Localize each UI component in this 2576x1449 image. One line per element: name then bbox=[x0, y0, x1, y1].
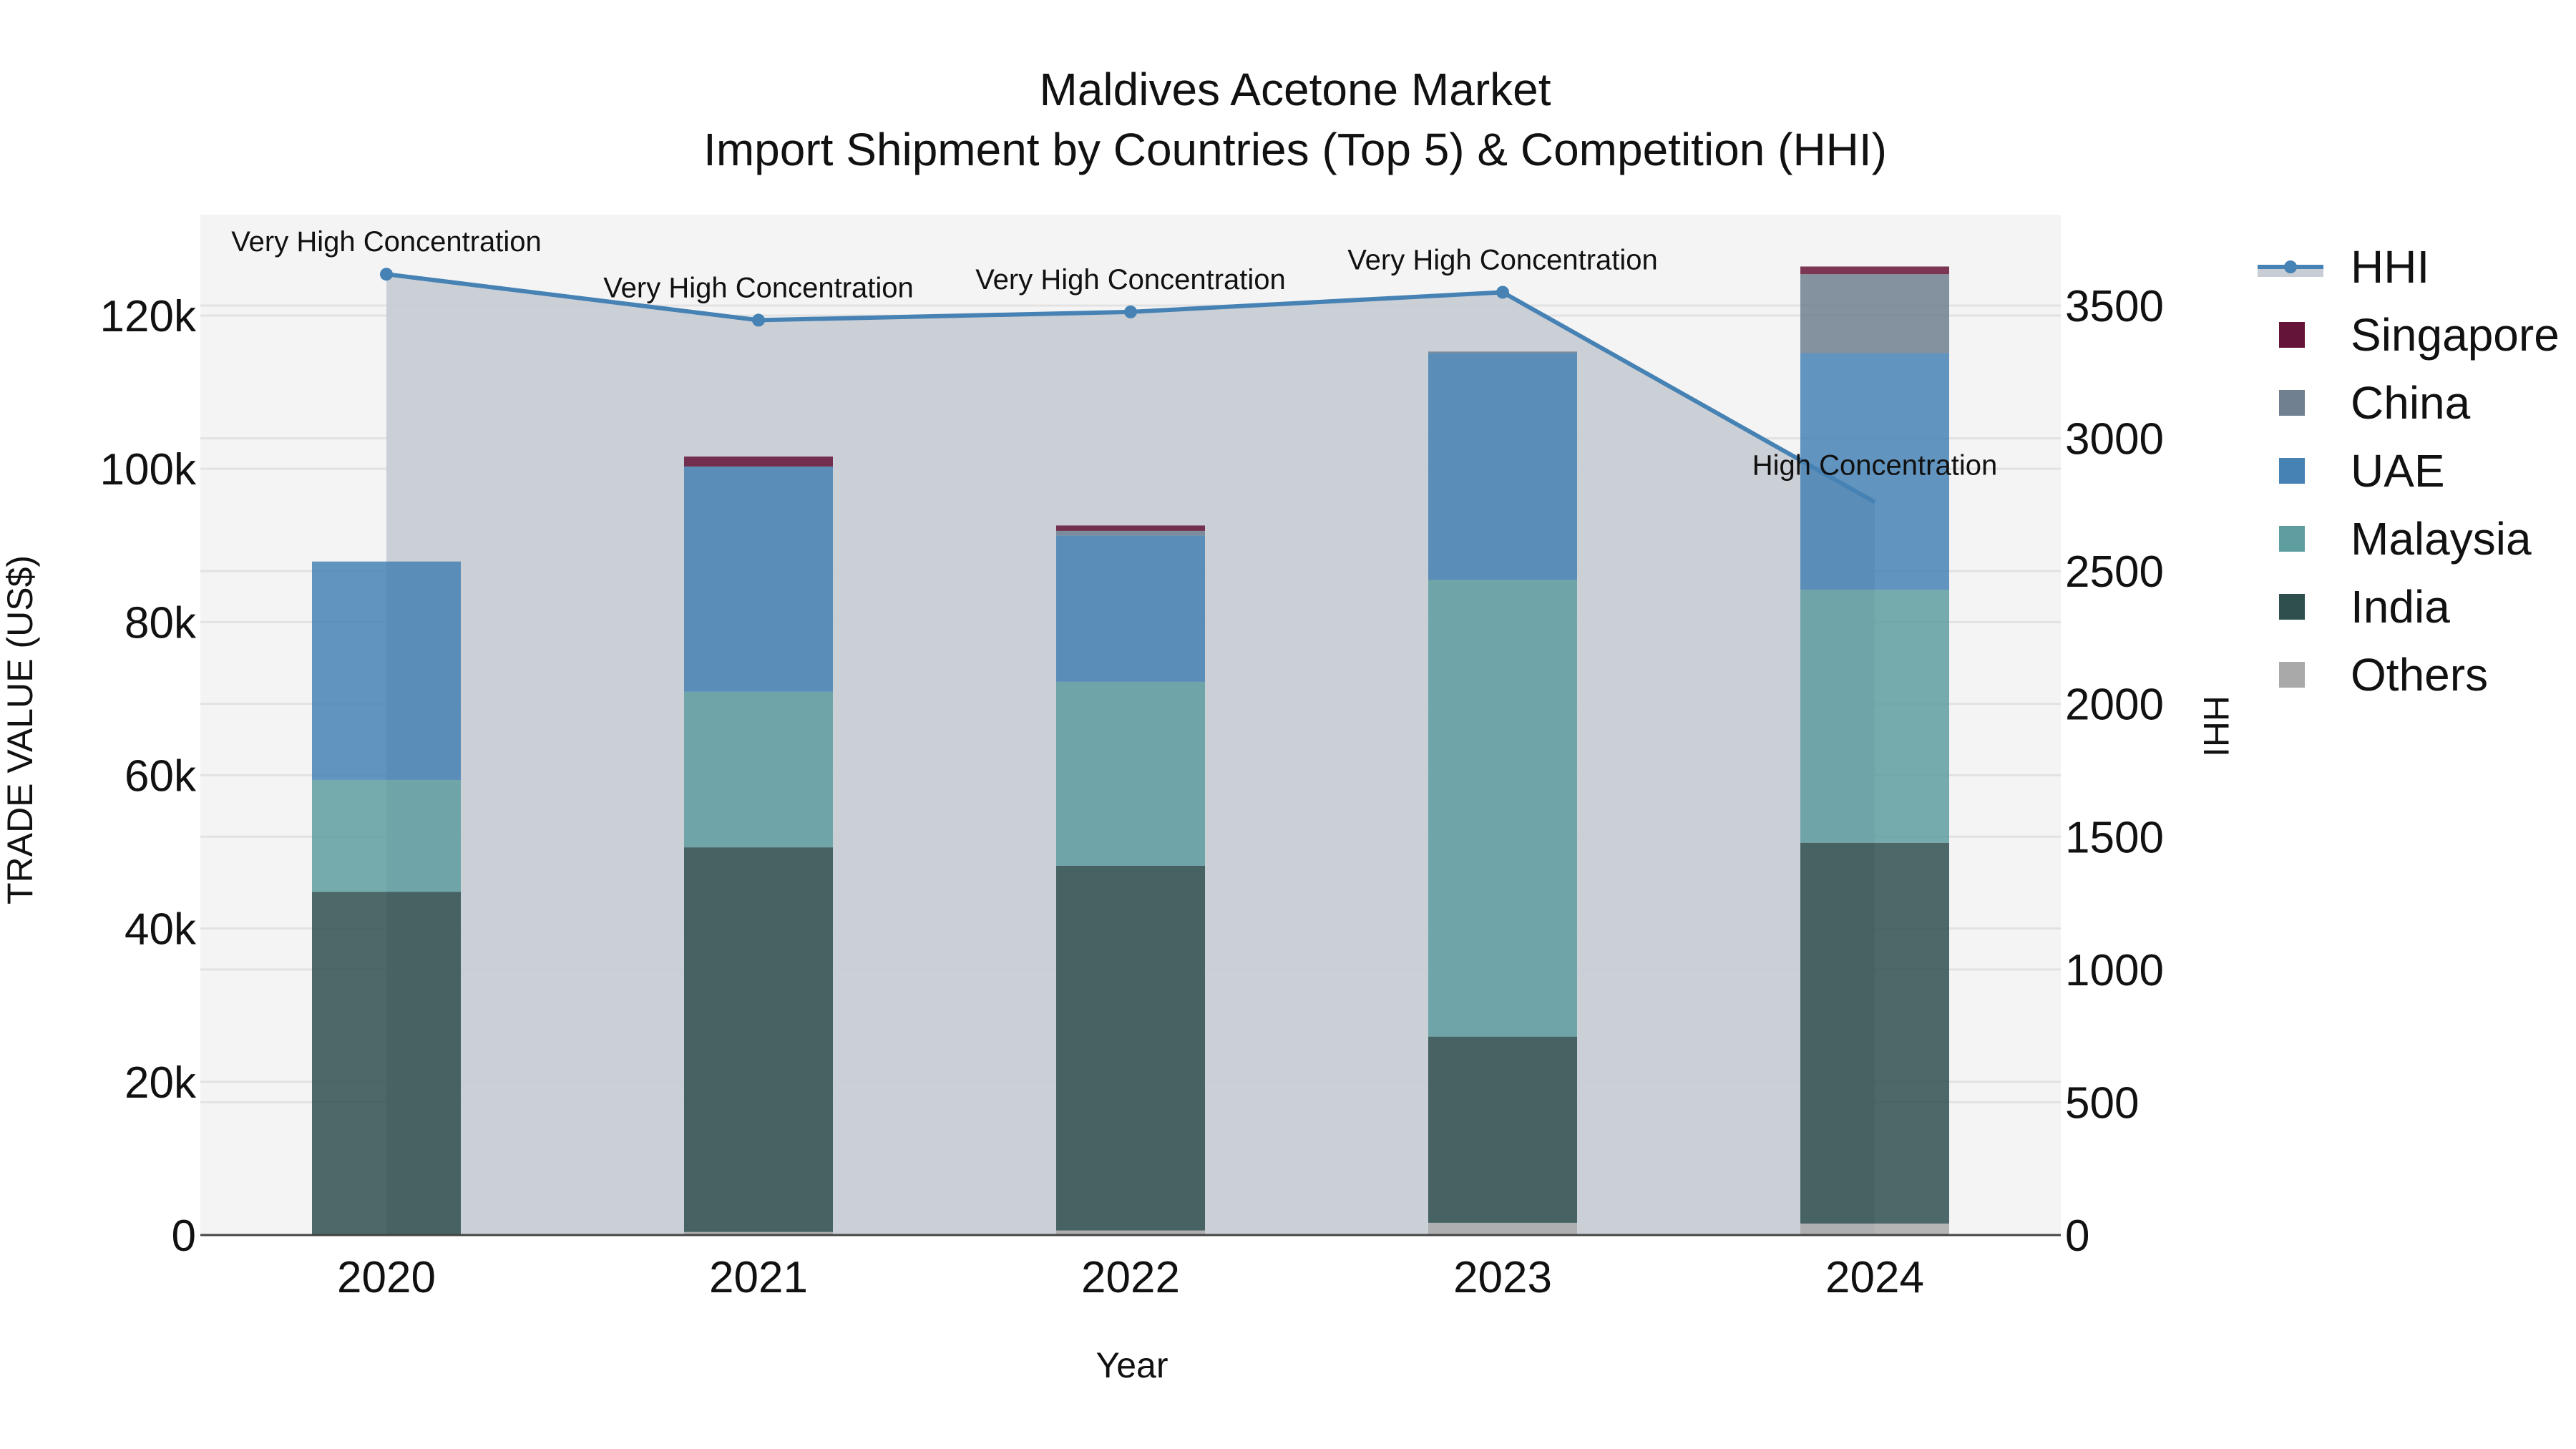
legend-item-hhi[interactable]: HHI bbox=[2258, 233, 2560, 301]
bar-stack-2021[interactable] bbox=[684, 457, 833, 1235]
color-swatch-icon bbox=[2279, 457, 2305, 484]
bar-segment-singapore[interactable] bbox=[1056, 525, 1205, 531]
x-tick-label: 2020 bbox=[337, 1253, 436, 1302]
legend-label: Malaysia bbox=[2351, 512, 2532, 565]
y2-axis-title: HHI bbox=[2196, 696, 2236, 757]
bar-stack-2022[interactable] bbox=[1056, 525, 1205, 1235]
hhi-annotation: Very High Concentration bbox=[1347, 244, 1658, 275]
legend-label: UAE bbox=[2351, 444, 2445, 497]
color-swatch-icon bbox=[2279, 525, 2305, 552]
bar-segment-china[interactable] bbox=[1800, 274, 1949, 353]
y-tick-label: 0 bbox=[172, 1211, 196, 1261]
hhi-annotation: High Concentration bbox=[1752, 450, 1997, 482]
x-tick-label: 2022 bbox=[1081, 1253, 1180, 1302]
legend-label: Singapore bbox=[2351, 308, 2560, 361]
bar-segment-india[interactable] bbox=[312, 892, 461, 1235]
x-tick-label: 2024 bbox=[1825, 1253, 1924, 1302]
hhi-marker[interactable] bbox=[380, 268, 393, 281]
bar-segment-malaysia[interactable] bbox=[684, 691, 833, 848]
y2-tick-label: 2500 bbox=[2065, 547, 2164, 597]
y2-tick-label: 3000 bbox=[2065, 415, 2164, 464]
bar-segment-china[interactable] bbox=[1056, 530, 1205, 536]
chart-title: Maldives Acetone Market bbox=[1039, 64, 1551, 115]
y-tick-label: 80k bbox=[125, 598, 197, 648]
x-tick-label: 2021 bbox=[709, 1253, 808, 1302]
legend-label: Others bbox=[2351, 648, 2489, 701]
y2-tick-label: 1500 bbox=[2065, 813, 2164, 862]
y-axis-ticks: 0 20k 40k 60k 80k 100k 120k bbox=[100, 292, 197, 1261]
hhi-annotation: Very High Concentration bbox=[231, 226, 542, 258]
legend-label: HHI bbox=[2351, 240, 2430, 293]
y-tick-label: 60k bbox=[125, 752, 197, 801]
legend: HHI Singapore China UAE Malaysia India O… bbox=[2258, 233, 2560, 708]
y2-tick-label: 3500 bbox=[2065, 282, 2164, 331]
x-axis-ticks: 2020 2021 2022 2023 2024 bbox=[337, 1253, 1924, 1302]
y-tick-label: 20k bbox=[125, 1058, 197, 1108]
line-marker-icon bbox=[2258, 260, 2323, 277]
y2-tick-label: 0 bbox=[2065, 1211, 2089, 1261]
bar-stack-2023[interactable] bbox=[1428, 351, 1577, 1235]
hhi-annotation: Very High Concentration bbox=[975, 264, 1286, 296]
y-tick-label: 100k bbox=[100, 445, 197, 494]
x-tick-label: 2023 bbox=[1453, 1253, 1552, 1302]
hhi-annotation: Very High Concentration bbox=[603, 272, 914, 303]
hhi-line bbox=[380, 268, 1876, 504]
bar-stack-2020[interactable] bbox=[312, 561, 461, 1235]
bar-segment-china[interactable] bbox=[1428, 351, 1577, 353]
y-tick-label: 120k bbox=[100, 292, 197, 341]
bar-segment-others[interactable] bbox=[1428, 1222, 1577, 1235]
bar-segment-india[interactable] bbox=[1428, 1036, 1577, 1223]
bar-segment-others[interactable] bbox=[1056, 1230, 1205, 1235]
legend-label: India bbox=[2351, 580, 2450, 633]
hhi-annotations: Very High Concentration Very High Concent… bbox=[231, 226, 1997, 481]
bar-segment-uae[interactable] bbox=[1056, 535, 1205, 682]
legend-item-india[interactable]: India bbox=[2258, 572, 2560, 640]
y-tick-label: 40k bbox=[125, 905, 197, 955]
bar-segment-others[interactable] bbox=[1800, 1223, 1949, 1235]
bar-segment-malaysia[interactable] bbox=[1056, 681, 1205, 866]
bar-stack-2024[interactable] bbox=[1800, 266, 1949, 1235]
hhi-marker[interactable] bbox=[1496, 286, 1509, 299]
hhi-marker[interactable] bbox=[752, 313, 765, 327]
bar-segment-others[interactable] bbox=[684, 1231, 833, 1235]
x-axis-title: Year bbox=[1096, 1345, 1168, 1385]
bar-segment-singapore[interactable] bbox=[1800, 266, 1949, 275]
hhi-marker[interactable] bbox=[1124, 305, 1137, 318]
bar-segment-india[interactable] bbox=[1056, 865, 1205, 1231]
color-swatch-icon bbox=[2279, 321, 2305, 348]
y-axis-title: TRADE VALUE (US$) bbox=[0, 555, 40, 904]
bar-segment-india[interactable] bbox=[684, 847, 833, 1232]
chart-subtitle: Import Shipment by Countries (Top 5) & C… bbox=[703, 124, 1887, 175]
bar-segment-malaysia[interactable] bbox=[312, 779, 461, 892]
bar-segment-uae[interactable] bbox=[684, 466, 833, 692]
bar-segment-uae[interactable] bbox=[1800, 353, 1949, 590]
y2-tick-label: 2000 bbox=[2065, 680, 2164, 730]
bar-segment-india[interactable] bbox=[1800, 842, 1949, 1224]
bar-segment-malaysia[interactable] bbox=[1800, 590, 1949, 843]
y2-axis-ticks: 0 500 1000 1500 2000 2500 3000 3500 bbox=[2065, 282, 2164, 1261]
legend-item-china[interactable]: China bbox=[2258, 369, 2560, 436]
legend-item-singapore[interactable]: Singapore bbox=[2258, 301, 2560, 369]
legend-item-others[interactable]: Others bbox=[2258, 640, 2560, 708]
bar-segment-malaysia[interactable] bbox=[1428, 580, 1577, 1037]
y2-tick-label: 500 bbox=[2065, 1078, 2139, 1128]
bar-segment-uae[interactable] bbox=[1428, 353, 1577, 580]
color-swatch-icon bbox=[2279, 661, 2305, 688]
legend-item-uae[interactable]: UAE bbox=[2258, 436, 2560, 504]
color-swatch-icon bbox=[2279, 389, 2305, 416]
color-swatch-icon bbox=[2279, 593, 2305, 620]
y2-tick-label: 1000 bbox=[2065, 946, 2164, 995]
bar-segment-uae[interactable] bbox=[312, 561, 461, 780]
legend-label: China bbox=[2351, 376, 2471, 429]
bar-segment-singapore[interactable] bbox=[684, 457, 833, 467]
stacked-bars bbox=[312, 266, 1949, 1235]
legend-item-malaysia[interactable]: Malaysia bbox=[2258, 504, 2560, 572]
